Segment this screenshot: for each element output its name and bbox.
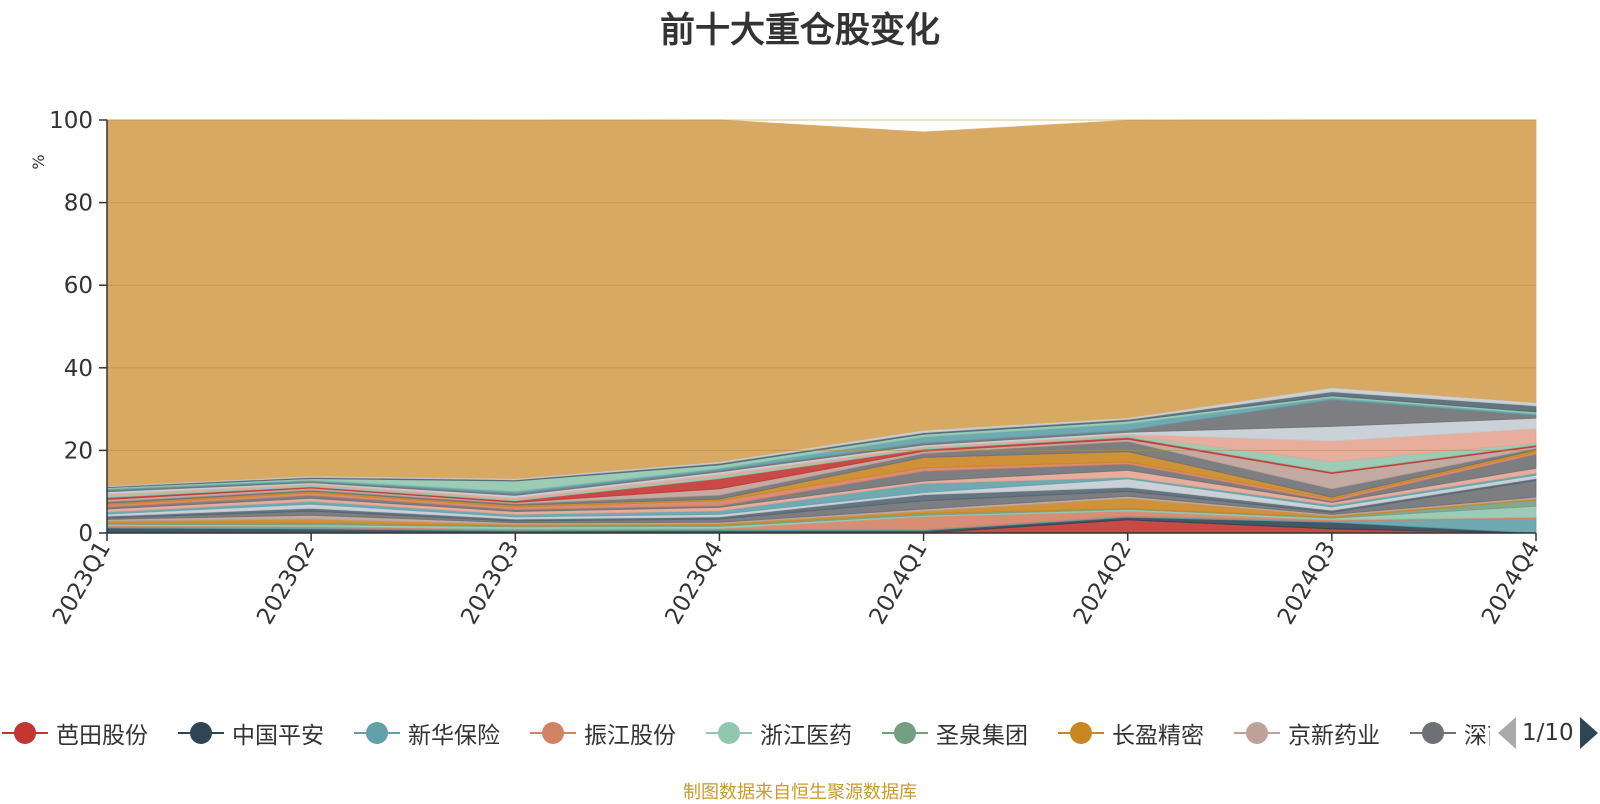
legend-label: 芭田股份: [56, 723, 148, 749]
legend-marker-icon: [882, 722, 928, 744]
legend-item[interactable]: 新华保险: [352, 710, 500, 756]
x-tick-label: 2024Q1: [865, 537, 933, 629]
y-axis-unit-label: %: [29, 154, 48, 169]
grid-layer: [107, 119, 1536, 451]
legend-item[interactable]: 芭田股份: [0, 710, 148, 756]
chart-plot: 0 20 40 60 80 100 2023Q1 2023Q2 2023Q3 2023Q4 2024…: [29, 108, 1545, 629]
legend-marker-icon: [706, 722, 752, 744]
legend-label: 京新药业: [1288, 723, 1380, 749]
legend: 芭田股份 中国平安 新华保险 振江股份 浙江医药 圣泉集团 长盈精密 京新药业 深南电路 1/1…: [0, 710, 1600, 756]
x-tick-label: 2024Q3: [1273, 537, 1341, 629]
x-tick-label: 2024Q2: [1069, 537, 1137, 629]
legend-item[interactable]: 振江股份: [528, 710, 676, 756]
legend-marker-icon: [1058, 722, 1104, 744]
x-tick-label: 2024Q4: [1477, 537, 1545, 629]
legend-prev-page-icon[interactable]: [1498, 717, 1516, 749]
legend-item[interactable]: 长盈精密: [1056, 710, 1204, 756]
legend-label: 中国平安: [232, 723, 324, 749]
legend-marker-icon: [2, 722, 48, 744]
y-tick-label: 40: [64, 356, 93, 382]
x-tick-label: 2023Q3: [456, 537, 524, 629]
legend-label: 振江股份: [584, 723, 676, 749]
legend-label: 深南电路: [1464, 723, 1490, 749]
legend-next-page-icon[interactable]: [1579, 717, 1598, 749]
y-tick-label: 100: [49, 108, 93, 134]
chart-title: 前十大重仓股变化: [659, 11, 940, 51]
legend-marker-icon: [354, 722, 400, 744]
x-tick-label: 2023Q2: [252, 537, 320, 629]
legend-label: 圣泉集团: [936, 723, 1028, 749]
legend-items: 芭田股份 中国平安 新华保险 振江股份 浙江医药 圣泉集团 长盈精密 京新药业 深南电路: [0, 710, 1490, 756]
legend-marker-icon: [1234, 722, 1280, 744]
source-note: 制图数据来自恒生聚源数据库: [683, 782, 917, 803]
x-tick-label: 2023Q4: [660, 537, 728, 629]
legend-label: 浙江医药: [760, 723, 852, 749]
legend-item[interactable]: 中国平安: [176, 710, 324, 756]
legend-item[interactable]: 浙江医药: [704, 710, 852, 756]
legend-pager: 1/10: [1498, 710, 1598, 756]
legend-item[interactable]: 深南电路: [1408, 710, 1490, 756]
legend-item[interactable]: 圣泉集团: [880, 710, 1028, 756]
legend-marker-icon: [1410, 722, 1456, 744]
legend-item[interactable]: 京新药业: [1232, 710, 1380, 756]
y-tick-label: 0: [78, 521, 93, 547]
legend-marker-icon: [178, 722, 224, 744]
area-series-layer: [106, 119, 1537, 534]
y-tick-label: 60: [64, 273, 93, 299]
x-tick-label: 2023Q1: [48, 537, 116, 629]
y-tick-label: 20: [64, 438, 93, 464]
legend-label: 长盈精密: [1112, 723, 1204, 749]
legend-label: 新华保险: [408, 723, 500, 749]
legend-page-indicator: 1/10: [1522, 720, 1574, 746]
y-tick-label: 80: [64, 191, 93, 217]
legend-marker-icon: [530, 722, 576, 744]
